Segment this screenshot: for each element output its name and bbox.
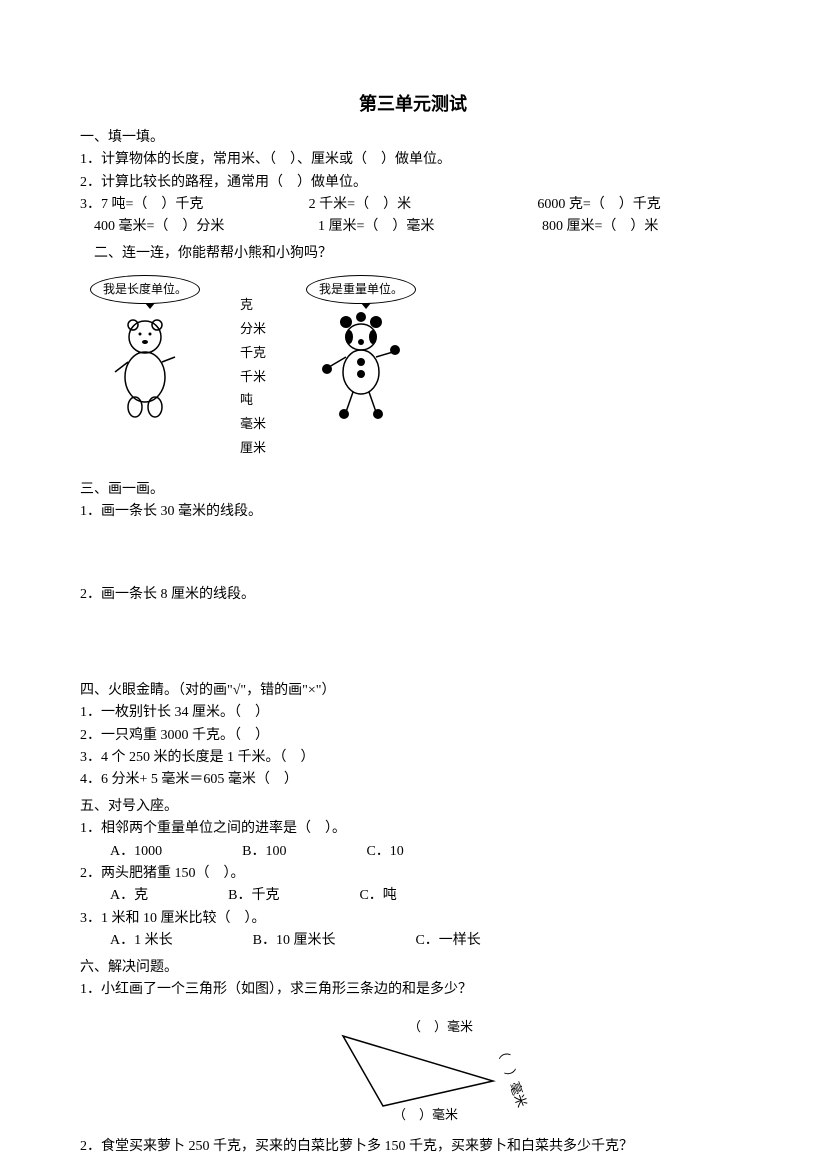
page-title: 第三单元测试 xyxy=(80,90,746,119)
s6-q1: 1．小红画了一个三角形（如图），求三角形三条边的和是多少？ xyxy=(80,979,746,1001)
s4-q2: 2．一只鸡重 3000 千克。（ ） xyxy=(80,725,746,747)
s5-q2-c: C．吨 xyxy=(359,885,396,907)
unit-item: 千米 xyxy=(240,367,266,388)
units-list: 克 分米 千克 千米 吨 毫米 厘米 xyxy=(240,275,266,459)
s1-q2: 2．计算比较长的路程，通常用（ ）做单位。 xyxy=(80,172,746,194)
triangle-bottom-label: （ ）毫米 xyxy=(393,1107,458,1121)
s3-q1: 1．画一条长 30 毫米的线段。 xyxy=(80,501,746,523)
s5-q3-options: A．1 米长 B．10 厘米长 C．一样长 xyxy=(110,930,746,952)
bear-character: 我是长度单位。 xyxy=(90,275,200,422)
bear-bubble: 我是长度单位。 xyxy=(90,275,200,304)
s1-q3-row2: 400 毫米=（ ）分米 1 厘米=（ ）毫米 800 厘米=（ ）米 xyxy=(94,216,746,238)
unit-item: 千克 xyxy=(240,343,266,364)
triangle-right-label: （ ）毫米 xyxy=(493,1043,529,1109)
drawing-space-2 xyxy=(80,606,746,676)
s5-q1-b: B．100 xyxy=(242,841,286,863)
triangle-diagram: （ ）毫米 （ ）毫米 （ ）毫米 xyxy=(80,1011,746,1121)
s5-q1-c: C．10 xyxy=(366,841,403,863)
unit-item: 分米 xyxy=(240,319,266,340)
s5-q1-options: A．1000 B．100 C．10 xyxy=(110,841,746,863)
dog-character: 我是重量单位。 xyxy=(306,275,416,422)
section-6-header: 六、解决问题。 xyxy=(80,957,746,979)
s1-q3-r2c2: 1 厘米=（ ）毫米 xyxy=(318,216,522,238)
unit-item: 吨 xyxy=(240,390,266,411)
dog-icon xyxy=(311,312,411,422)
s4-q1: 1．一枚别针长 34 厘米。（ ） xyxy=(80,702,746,724)
section-4-header: 四、火眼金睛。（对的画"√"，错的画"×"） xyxy=(80,680,746,702)
s1-q3-row1: 3．7 吨=（ ）千克 2 千米=（ ）米 6000 克=（ ）千克 xyxy=(80,194,746,216)
section-2-header: 二、连一连，你能帮帮小熊和小狗吗？ xyxy=(94,243,746,265)
s5-q3-stem: 3．1 米和 10 厘米比较（ ）。 xyxy=(80,908,746,930)
s4-q4: 4．6 分米+ 5 毫米＝605 毫米（ ） xyxy=(80,769,746,791)
bear-icon xyxy=(100,312,190,422)
s5-q3-c: C．一样长 xyxy=(415,930,480,952)
unit-item: 毫米 xyxy=(240,414,266,435)
s1-q1: 1．计算物体的长度，常用米、（ ）、厘米或（ ）做单位。 xyxy=(80,149,746,171)
s1-q3-r2c3: 800 厘米=（ ）米 xyxy=(542,216,746,238)
s5-q1-stem: 1．相邻两个重量单位之间的进率是（ ）。 xyxy=(80,818,746,840)
s1-q3-r1c2: 2 千米=（ ）米 xyxy=(309,194,518,216)
section-5-header: 五、对号入座。 xyxy=(80,796,746,818)
s5-q2-stem: 2．两头肥猪重 150（ ）。 xyxy=(80,863,746,885)
s5-q2-a: A．克 xyxy=(110,885,148,907)
drawing-space-1 xyxy=(80,524,746,584)
section-3-header: 三、画一画。 xyxy=(80,479,746,501)
s5-q2-b: B．千克 xyxy=(228,885,279,907)
triangle-top-label: （ ）毫米 xyxy=(408,1019,473,1034)
s1-q3-r2c1: 400 毫米=（ ）分米 xyxy=(94,216,298,238)
s5-q3-b: B．10 厘米长 xyxy=(253,930,336,952)
unit-item: 克 xyxy=(240,295,266,316)
s1-q3-r1c3: 6000 克=（ ）千克 xyxy=(537,194,746,216)
s3-q2: 2．画一条长 8 厘米的线段。 xyxy=(80,584,746,606)
matching-diagram: 我是长度单位。 克 分米 千克 千米 吨 毫米 厘米 我是重量单位。 xyxy=(90,275,746,459)
s6-q2: 2．食堂买来萝卜 250 千克，买来的白菜比萝卜多 150 千克，买来萝卜和白菜… xyxy=(80,1136,746,1158)
s5-q2-options: A．克 B．千克 C．吨 xyxy=(110,885,746,907)
s1-q3-r1c1: 3．7 吨=（ ）千克 xyxy=(80,194,289,216)
s4-q3: 3．4 个 250 米的长度是 1 千米。（ ） xyxy=(80,747,746,769)
unit-item: 厘米 xyxy=(240,438,266,459)
section-1-header: 一、填一填。 xyxy=(80,127,746,149)
s5-q1-a: A．1000 xyxy=(110,841,162,863)
dog-bubble: 我是重量单位。 xyxy=(306,275,416,304)
s5-q3-a: A．1 米长 xyxy=(110,930,173,952)
